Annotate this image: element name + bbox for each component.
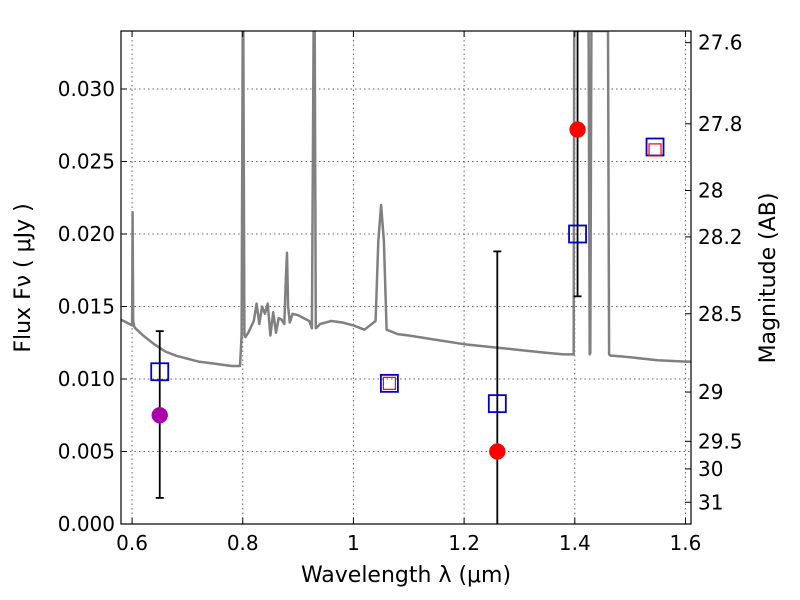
ticks-layer: 0.6 0.8 1 1.2 1.4 1.6 0.000 0.005 0.010 0.015 0.02… [58, 31, 743, 555]
y-tick-label: 0.000 [58, 512, 115, 536]
y-tick-label: 0.025 [58, 150, 115, 174]
right-tick-label: 29 [698, 380, 723, 404]
markers-layer [150, 121, 665, 460]
observed-flux-point [569, 121, 586, 138]
right-tick-label: 29.5 [698, 429, 743, 453]
observed-flux-point [489, 443, 506, 460]
model-photometry-square [379, 373, 399, 393]
model-photometry-square [568, 224, 587, 244]
sed-model-line [121, 31, 691, 368]
right-axis-label: Magnitude (AB) [756, 193, 781, 364]
x-tick-label: 1 [347, 531, 360, 555]
right-tick-label: 28.2 [698, 225, 743, 249]
y-tick-label: 0.010 [58, 367, 115, 391]
y-tick-label: 0.005 [58, 440, 115, 464]
right-tick-label: 31 [698, 490, 723, 514]
right-tick-label: 27.8 [698, 112, 743, 136]
model-photometry-inner-square [648, 143, 662, 157]
y-tick-label: 0.030 [58, 77, 115, 101]
right-tick-label: 28 [698, 179, 723, 203]
x-tick-label: 1.6 [670, 531, 702, 555]
x-tick-label: 1.4 [559, 531, 591, 555]
sed-line-layer [121, 31, 691, 368]
error-bars-layer [155, 31, 582, 524]
plot-frame [120, 30, 692, 525]
x-tick-label: 0.8 [227, 531, 259, 555]
model-photometry-inner-square [382, 376, 396, 390]
model-photometry-square [487, 394, 507, 414]
y-tick-label: 0.015 [58, 295, 115, 319]
right-tick-label: 30 [698, 457, 723, 481]
right-tick-label: 27.6 [698, 31, 743, 55]
x-tick-label: 1.2 [448, 531, 480, 555]
observed-flux-point [151, 407, 168, 424]
grid-layer [121, 31, 691, 524]
x-tick-label: 0.6 [116, 531, 148, 555]
y-axis-label: Flux Fν ( μJy ) [11, 203, 36, 352]
x-axis-label: Wavelength λ (μm) [301, 563, 511, 588]
model-photometry-square [150, 362, 170, 382]
right-tick-label: 28.5 [698, 302, 743, 326]
y-tick-label: 0.020 [58, 222, 115, 246]
